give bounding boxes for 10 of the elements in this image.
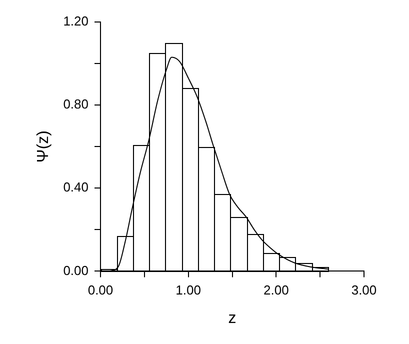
x-tick-label: 1.00 bbox=[176, 282, 201, 298]
y-axis-title: Ψ(z) bbox=[35, 130, 52, 163]
y-tick-label: 1.20 bbox=[63, 14, 88, 29]
y-tick-label: 0.80 bbox=[63, 96, 88, 112]
x-axis-title: z bbox=[228, 310, 236, 327]
y-tick-label: 0.40 bbox=[63, 180, 88, 195]
x-tick-label: 0.00 bbox=[88, 282, 114, 298]
x-tick-label: 3.00 bbox=[351, 282, 377, 298]
x-tick-label: 2.00 bbox=[264, 282, 289, 298]
y-tick-label: 0.00 bbox=[63, 262, 88, 278]
